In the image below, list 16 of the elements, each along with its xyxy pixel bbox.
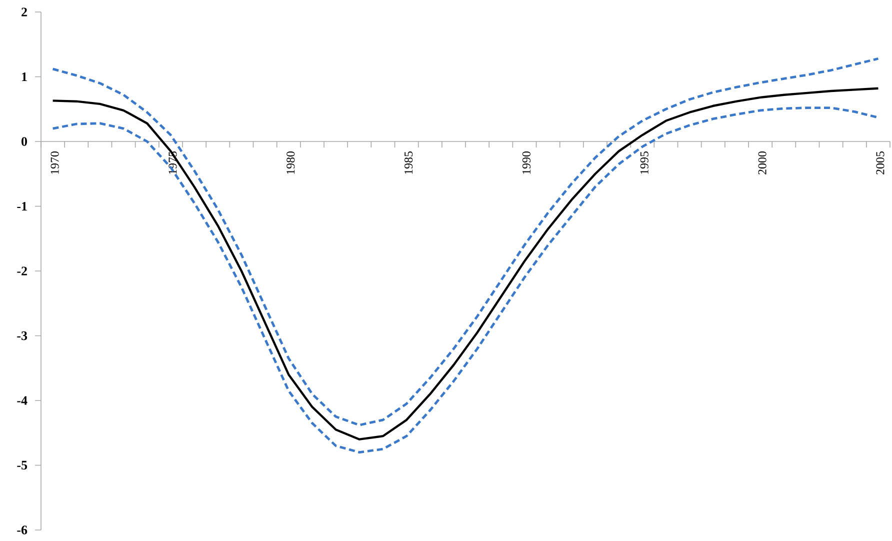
x-tick-label: 2005 bbox=[876, 151, 884, 174]
y-tick-label: 2 bbox=[22, 8, 27, 16]
x-tick-label: 1995 bbox=[640, 151, 648, 174]
x-tick-label: 1980 bbox=[286, 151, 295, 174]
y-tick-label: -6 bbox=[17, 526, 28, 534]
x-tick-label: 1990 bbox=[522, 151, 530, 174]
y-tick-label: -4 bbox=[17, 396, 28, 405]
x-tick-label: 1985 bbox=[404, 151, 413, 174]
y-tick-label: -1 bbox=[17, 202, 27, 211]
y-tick-label: -2 bbox=[17, 266, 27, 276]
y-tick-label: 1 bbox=[22, 72, 27, 82]
x-tick-label: 2000 bbox=[758, 151, 766, 174]
y-tick-label: 0 bbox=[22, 137, 28, 146]
y-tick-label: -5 bbox=[17, 460, 28, 470]
y-tick-label: -3 bbox=[17, 331, 28, 340]
x-tick-label: 1970 bbox=[50, 151, 59, 174]
